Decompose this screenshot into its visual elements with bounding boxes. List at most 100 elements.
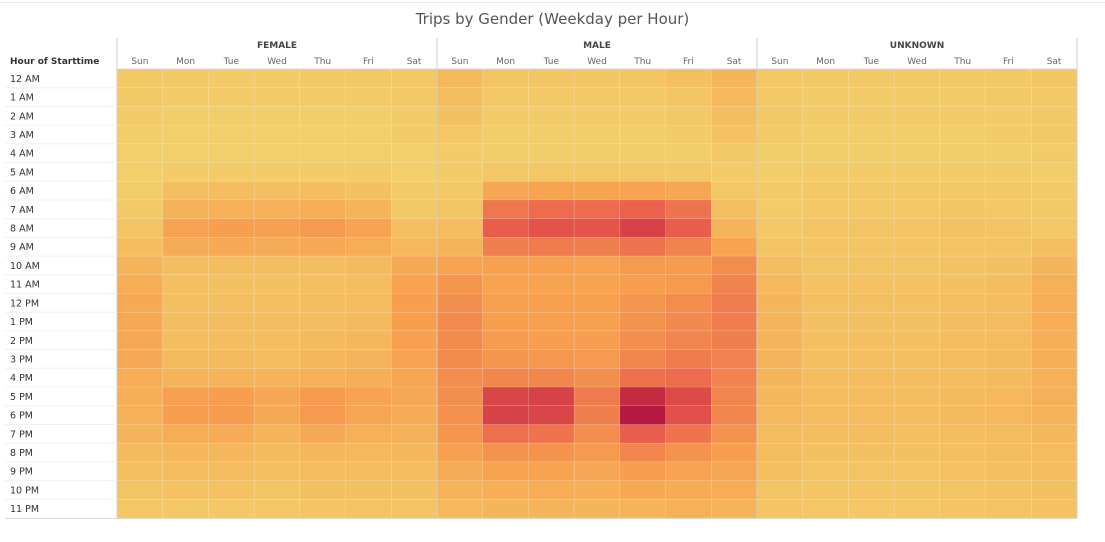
heatmap-cell [573,424,621,444]
heatmap-cell [208,293,255,313]
heatmap-cell [756,293,804,313]
heatmap-cell [939,405,986,425]
heatmap-cell [390,498,438,519]
heatmap-cell [345,330,392,350]
heatmap-cell [345,480,392,500]
heatmap-cell [162,143,209,163]
heatmap-cell [756,405,804,425]
heatmap-cell [208,461,255,481]
heatmap-cell [436,68,484,89]
heatmap-cell [162,405,209,425]
heatmap-cell [665,162,712,182]
heatmap-cell [893,162,941,182]
heatmap-cell [116,424,164,444]
heatmap-cell [482,405,529,425]
heatmap-cell [665,218,712,238]
heatmap-cell [390,442,438,463]
heatmap-cell [253,143,301,163]
day-tick-label: Sat [727,57,742,67]
heatmap-cell [756,330,804,350]
heatmap-cell [253,237,301,257]
heatmap-cell [208,274,255,294]
heatmap-cell [573,124,621,145]
heatmap-cell [848,274,895,294]
heatmap-cell [253,386,301,407]
heatmap-cell [1030,386,1078,407]
heatmap-cell [482,68,529,89]
heatmap-cell [573,180,621,201]
heatmap-cell [436,368,484,388]
hour-tick-label: 11 AM [10,280,40,291]
heatmap-cell [665,143,712,163]
heatmap-cell [208,311,255,332]
heatmap-cell [848,461,895,481]
heatmap-cell [436,87,484,107]
heatmap-cell [390,143,438,163]
heatmap-cell [710,87,758,107]
heatmap-cell [528,330,575,350]
heatmap-cell [1030,293,1078,313]
heatmap-cell [756,498,804,519]
heatmap-cell [482,498,529,519]
heatmap-cell [528,68,575,89]
heatmap-cell [390,106,438,126]
heatmap-cell [756,180,804,201]
heatmap-cell [116,87,164,107]
heatmap-cell [985,87,1032,107]
heatmap-cell [208,480,255,500]
heatmap-cell [985,124,1032,145]
heatmap-cell [985,293,1032,313]
heatmap-cell [802,386,849,407]
heatmap-cell [802,106,849,126]
heatmap-cell [528,274,575,294]
heatmap-cell [619,368,666,388]
heatmap-cell [985,199,1032,219]
heatmap-cell [345,442,392,463]
heatmap-cell [939,293,986,313]
heatmap-cell [619,218,666,238]
heatmap-cell [573,237,621,257]
heatmap-cell [939,480,986,500]
heatmap-cell [619,424,666,444]
heatmap-cell [528,480,575,500]
heatmap-cell [482,218,529,238]
heatmap-cell [710,498,758,519]
heatmap-cell [665,461,712,481]
heatmap-cell [390,461,438,481]
heatmap-cell [1030,180,1078,201]
heatmap-cell [253,424,301,444]
heatmap-cell [665,405,712,425]
heatmap-cell [299,255,346,276]
heatmap-cell [848,180,895,201]
heatmap-cell [802,68,849,89]
heatmap-cell [710,199,758,219]
heatmap-cell [619,143,666,163]
heatmap-cell [802,311,849,332]
heatmap-cell [208,237,255,257]
heatmap-cell [390,349,438,369]
heatmap-cell [299,218,346,238]
heatmap-cell [116,180,164,201]
heatmap-cell [482,330,529,350]
heatmap-cell [299,293,346,313]
heatmap-cell [482,386,529,407]
heatmap-cell [1030,368,1078,388]
heatmap-cell [162,461,209,481]
heatmap-cell [665,480,712,500]
heatmap-cell [299,368,346,388]
heatmap-cell [208,68,255,89]
heatmap-cell [208,424,255,444]
heatmap-cell [985,349,1032,369]
heatmap-cell [482,311,529,332]
heatmap-cell [1030,237,1078,257]
heatmap-cell [253,330,301,350]
heatmap-cell [848,218,895,238]
heatmap-cell [390,237,438,257]
heatmap-cell [756,386,804,407]
heatmap-cell [436,311,484,332]
heatmap-cell [939,124,986,145]
heatmap-cell [162,68,209,89]
day-tick-label: Mon [176,57,195,67]
heatmap-cell [848,143,895,163]
heatmap-cell [893,293,941,313]
